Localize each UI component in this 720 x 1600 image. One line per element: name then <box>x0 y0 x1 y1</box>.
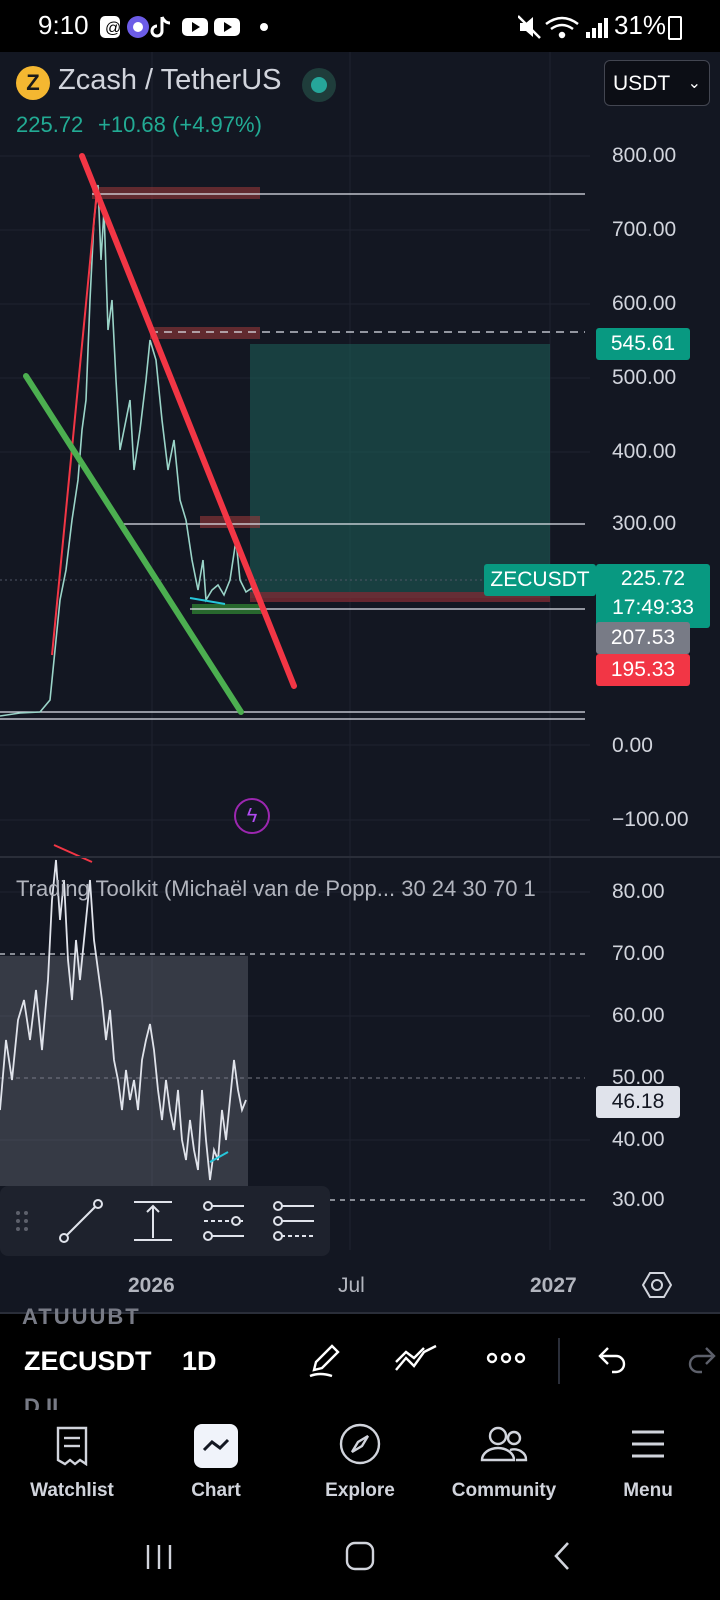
nav-community[interactable]: Community <box>432 1410 576 1516</box>
indicator-axis-label: 30.00 <box>612 1188 665 1211</box>
interval-button[interactable]: 1D <box>182 1346 217 1376</box>
scrolling-symbol-ghost: ATUUUBT <box>22 1304 141 1329</box>
price-axis-label: 800.00 <box>612 144 677 167</box>
nav-watchlist-label: Watchlist <box>30 1480 114 1501</box>
price-change: +10.68 (+4.97%) <box>98 112 262 137</box>
chart-icon <box>194 1424 238 1468</box>
undo-icon[interactable] <box>594 1344 628 1379</box>
chart-canvas[interactable] <box>0 52 720 1312</box>
price-axis-label: 600.00 <box>612 292 677 315</box>
price-axis-label: 700.00 <box>612 218 677 241</box>
nav-menu-label: Menu <box>623 1480 673 1501</box>
symbol-button[interactable]: ZECUSDT <box>24 1346 152 1376</box>
trend-line-icon <box>59 1199 103 1243</box>
grip-icon <box>16 1211 28 1231</box>
tiktok-icon <box>150 16 171 38</box>
youtube-icon <box>214 18 240 36</box>
nav-explore-label: Explore <box>325 1480 395 1501</box>
nav-watchlist[interactable]: Watchlist <box>0 1410 144 1516</box>
pane-divider[interactable] <box>0 856 720 858</box>
indicator-axis-label: 80.00 <box>612 880 665 903</box>
support-trendline <box>23 373 244 715</box>
svg-text:@: @ <box>105 20 121 37</box>
nav-menu[interactable]: Menu <box>576 1410 720 1516</box>
signal-icon <box>586 18 608 38</box>
indicator-axis-label: 60.00 <box>612 1004 665 1027</box>
last-price: 225.72 <box>16 112 84 137</box>
mute-icon <box>517 15 541 39</box>
price-axis-label: 0.00 <box>612 734 653 757</box>
home-icon[interactable] <box>344 1540 376 1572</box>
level-price-tag: 207.53 <box>596 622 690 654</box>
symbol-title[interactable]: Zcash / TetherUS <box>58 64 282 96</box>
price-axis-label: 400.00 <box>612 440 677 463</box>
redo-icon[interactable] <box>686 1344 720 1379</box>
target-zone <box>250 344 550 598</box>
currency-select-value: USDT <box>613 72 671 95</box>
indicators-icon[interactable] <box>394 1342 438 1383</box>
nav-explore[interactable]: Explore <box>288 1410 432 1516</box>
price-series <box>0 184 259 717</box>
stop-price-tag: 195.33 <box>596 654 690 686</box>
stop-zone <box>250 592 550 602</box>
vertical-measure-icon <box>134 1201 172 1241</box>
descending-trendline <box>79 153 297 689</box>
drawing-toolbar <box>0 1186 330 1256</box>
threads-icon: @ <box>100 16 121 38</box>
target-price-tag: 545.61 <box>596 328 690 360</box>
time-axis-label: Jul <box>338 1274 365 1297</box>
currency-select[interactable]: USDT ⌄ <box>604 60 710 106</box>
community-icon <box>480 1426 528 1462</box>
price-axis-label: −100.00 <box>612 808 689 831</box>
indicator-axis-label: 70.00 <box>612 942 665 965</box>
bottom-nav: Watchlist Chart Explore Community Menu <box>0 1410 720 1516</box>
pitchfork-icon <box>273 1201 314 1241</box>
notification-icons: @ <box>100 14 280 45</box>
system-nav-bar <box>0 1516 720 1600</box>
indicator-axis-label: 50.00 <box>612 1066 665 1089</box>
chart-panel[interactable]: Z Zcash / TetherUS 225.72 +10.68 (+4.97%… <box>0 52 720 1312</box>
last-price-value: 225.72 <box>620 567 686 590</box>
youtube-icon <box>182 18 208 36</box>
battery-icon <box>668 16 682 40</box>
dot-icon <box>260 23 268 31</box>
nav-chart-label: Chart <box>191 1480 241 1501</box>
recent-apps-icon[interactable] <box>144 1542 174 1572</box>
status-time: 9:10 <box>38 10 89 40</box>
price-axis-label: 300.00 <box>612 512 677 535</box>
toolbar-separator <box>558 1338 560 1384</box>
indicator-axis-label: 40.00 <box>612 1128 665 1151</box>
battery-percent: 31% <box>613 10 666 40</box>
stable-diffusion-icon <box>127 16 149 38</box>
chevron-down-icon: ⌄ <box>687 75 701 92</box>
bar-countdown: 17:49:33 <box>612 596 694 619</box>
rsi-series <box>0 859 247 1181</box>
zcash-icon: Z <box>16 66 50 100</box>
wifi-icon <box>545 16 579 39</box>
parallel-channel-icon <box>203 1201 244 1241</box>
time-axis-label: 2026 <box>128 1274 175 1297</box>
more-icon[interactable] <box>486 1346 526 1375</box>
nav-community-label: Community <box>451 1480 557 1501</box>
lightning-icon[interactable]: ϟ <box>234 798 270 834</box>
last-price-tag: 225.72 17:49:33 <box>596 564 710 628</box>
symbol-tag: ZECUSDT <box>484 564 596 596</box>
settings-icon[interactable] <box>641 1270 673 1305</box>
status-bar: 9:10 @ 31% <box>0 0 720 52</box>
bottom-toolbar <box>0 1312 720 1412</box>
menu-icon <box>632 1430 664 1458</box>
nav-chart[interactable]: Chart <box>144 1410 288 1516</box>
compass-icon <box>339 1423 381 1465</box>
back-icon[interactable] <box>550 1540 574 1572</box>
pencil-icon[interactable] <box>306 1340 346 1385</box>
watchlist-icon <box>56 1426 88 1466</box>
indicator-title[interactable]: Trading Toolkit (Michaël van de Popp... … <box>16 876 536 901</box>
price-axis-label: 500.00 <box>612 366 677 389</box>
time-axis-label: 2027 <box>530 1274 577 1297</box>
market-status-indicator <box>302 68 336 102</box>
indicator-value-tag: 46.18 <box>596 1086 680 1118</box>
system-status-icons <box>517 14 618 45</box>
